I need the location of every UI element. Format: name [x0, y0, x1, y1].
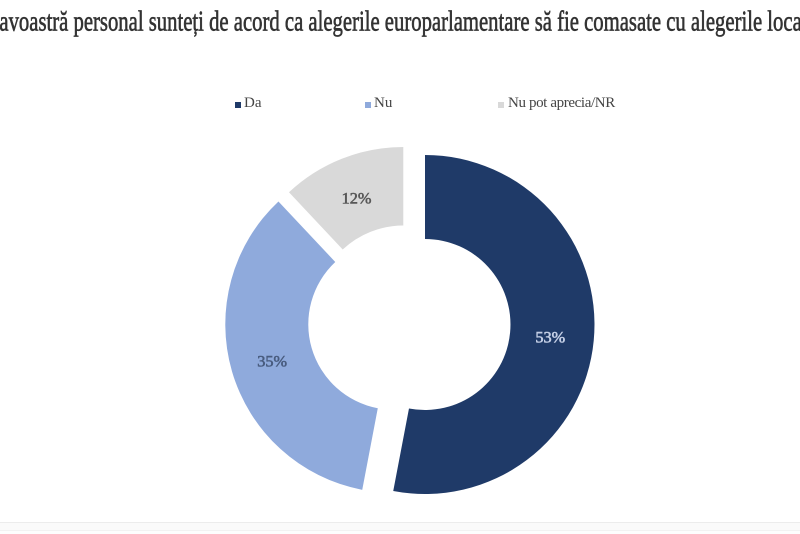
- svg-text:35%: 35%: [257, 352, 287, 371]
- svg-text:53%: 53%: [535, 328, 565, 347]
- svg-text:12%: 12%: [342, 189, 372, 208]
